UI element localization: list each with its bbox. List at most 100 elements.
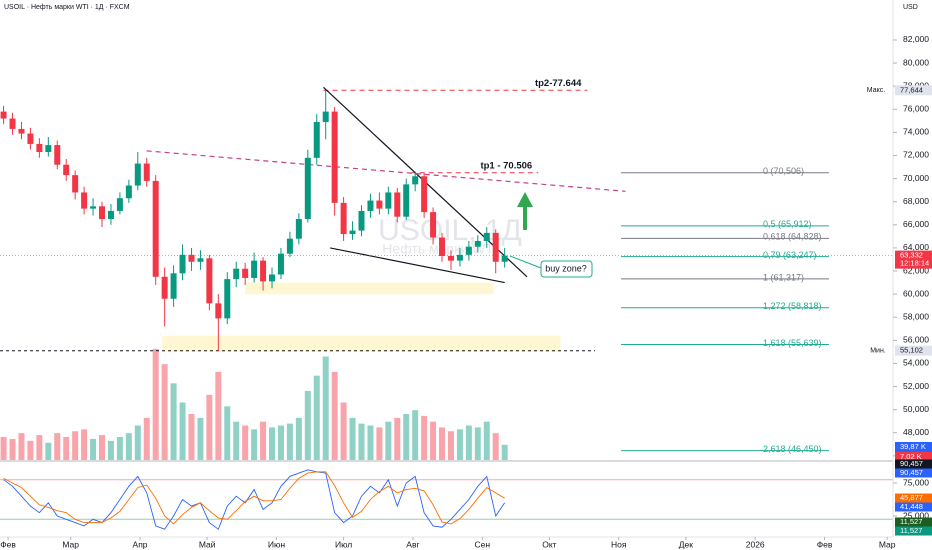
y-tick-label: 68,000 <box>903 196 929 206</box>
candle-body <box>143 163 150 181</box>
y-tick-label: 60,000 <box>903 288 929 298</box>
candle-body <box>170 273 177 299</box>
chart-title: USOIL · Нефть марки WTI · 1Д · FXCM <box>4 4 130 11</box>
x-tick-label: Окт <box>542 539 556 549</box>
volume-bar <box>269 427 276 460</box>
y-tick-label: 70,000 <box>903 173 929 183</box>
volume-bar <box>304 391 311 460</box>
y-tick-label: 62,000 <box>903 265 929 275</box>
volume-bar <box>233 421 240 460</box>
target-label: tp1 - 70.506 <box>480 160 532 171</box>
x-tick-label: Дек <box>679 539 693 549</box>
volume-bar <box>430 421 437 460</box>
candle-body <box>54 145 61 165</box>
x-tick-label: Апр <box>133 539 148 549</box>
candle-body <box>456 254 463 261</box>
volume-bar <box>242 425 249 460</box>
candle-body <box>304 157 311 220</box>
y-tick-label: 76,000 <box>903 104 929 114</box>
min-badge-text: 55,102 <box>900 346 923 355</box>
volume-bar <box>394 417 401 460</box>
x-tick-label: 2026 <box>746 539 765 549</box>
candle-body <box>349 230 356 235</box>
x-tick-label: Авг <box>406 539 419 549</box>
x-tick-label: Мар <box>62 539 79 549</box>
candle-body <box>63 164 70 176</box>
fib-label: 1,618 (55,639) <box>763 338 822 348</box>
volume-bar <box>367 425 374 460</box>
volume-bar <box>358 423 365 460</box>
volume-bar <box>179 402 186 460</box>
y-tick-label: 48,000 <box>903 427 929 437</box>
y-tick-label: 82,000 <box>903 34 929 44</box>
volume-bar <box>81 429 88 460</box>
volume-bar <box>54 433 61 460</box>
y-tick-label: 66,000 <box>903 219 929 229</box>
candle-body <box>430 212 437 238</box>
fib-label: 0 (70,506) <box>763 166 804 176</box>
candle-body <box>331 111 338 203</box>
osc-badge-text: 11,527 <box>900 526 922 535</box>
y-tick-label: 64,000 <box>903 242 929 252</box>
candle-body <box>45 145 52 153</box>
x-tick-label: Ноя <box>611 539 627 549</box>
y-tick-label: 50,000 <box>903 404 929 414</box>
candle-body <box>367 200 374 211</box>
callout-box <box>540 260 593 278</box>
x-tick-label: Июл <box>335 539 352 549</box>
volume-bar <box>260 421 267 460</box>
last-badge-text: 12:18:14 <box>900 259 929 268</box>
up-arrow <box>517 192 533 230</box>
candle-body <box>403 184 410 217</box>
x-tick-label: Фев <box>0 539 16 549</box>
volume-bar <box>349 417 356 460</box>
volume-bar <box>197 417 204 460</box>
volume-bar <box>295 417 302 460</box>
candle-body <box>385 192 392 209</box>
volume-bar <box>9 438 16 460</box>
candle-body <box>260 260 267 282</box>
volume-bar <box>170 383 177 460</box>
axes: 46,00048,00050,00052,00054,00056,00058,0… <box>0 34 929 549</box>
volume-bar <box>483 421 490 460</box>
osc-badge-text: 90,457 <box>900 468 923 477</box>
volume-bar <box>376 427 383 460</box>
fib-label: 2,618 (46,450) <box>763 444 822 454</box>
trend-line <box>330 247 505 284</box>
volume-badge <box>895 442 932 452</box>
fib-label: 0,5 (65,912) <box>763 219 812 229</box>
drawings: tp2-77.644 tp1 - 70.506 0 (70,506) 0,5 (65,… <box>0 78 893 454</box>
candle-body <box>90 206 97 209</box>
y-tick-label: 52,000 <box>903 381 929 391</box>
volume-bar <box>340 402 347 460</box>
target-label: tp2-77.644 <box>535 78 582 89</box>
volume-bar <box>0 437 7 460</box>
fib-label: 0,79 (63,247) <box>763 250 817 260</box>
candle-body <box>313 121 320 158</box>
volume-bar <box>143 417 150 460</box>
fib-label: 0,618 (64,828) <box>763 232 822 242</box>
candle-body <box>197 258 204 262</box>
osc-badge <box>895 526 932 536</box>
osc-badge-text: 41,448 <box>900 502 923 511</box>
candle-body <box>134 163 141 186</box>
volume-bar <box>403 414 410 460</box>
volume-bar <box>421 415 428 460</box>
volume-bar <box>161 364 168 460</box>
x-tick-label: Фев <box>817 539 833 549</box>
osc-tick-label: 25,000 <box>903 510 929 520</box>
osc-badge-text: 90,457 <box>900 459 923 468</box>
currency: USD <box>903 4 918 11</box>
volume-bar <box>63 437 70 460</box>
candle-body <box>340 202 347 235</box>
min-badge <box>895 345 932 356</box>
candle-body <box>206 258 213 304</box>
candle-body <box>394 192 401 217</box>
y-tick-label: 72,000 <box>903 150 929 160</box>
y-tick-label: 58,000 <box>903 311 929 321</box>
candle-body <box>269 274 276 282</box>
volume-bar <box>385 421 392 460</box>
volume-bar <box>107 440 114 460</box>
candle-body <box>412 176 419 185</box>
candle-body <box>18 128 25 134</box>
